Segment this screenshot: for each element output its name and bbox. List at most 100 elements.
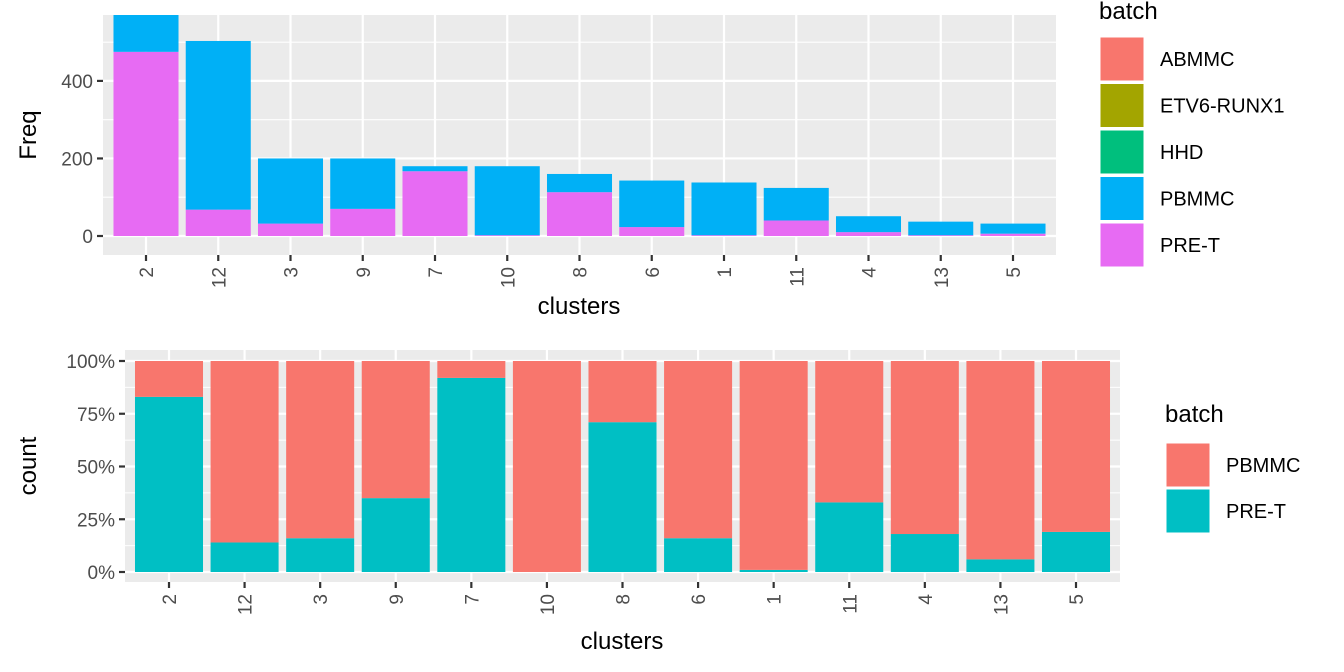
legend-label: HHD bbox=[1160, 142, 1203, 164]
bar-pre-t-3 bbox=[257, 223, 324, 236]
proportion-bars bbox=[134, 361, 1111, 572]
y-tick-label: 100% bbox=[66, 352, 115, 373]
x-tick-label: 9 bbox=[354, 267, 375, 278]
bar-pre-t-1 bbox=[739, 569, 808, 572]
x-tick-label: 12 bbox=[209, 267, 230, 288]
y-tick-label: 400 bbox=[61, 72, 93, 93]
freq-x-axis-title: clusters bbox=[538, 293, 621, 320]
bar-pre-t-8 bbox=[546, 192, 613, 236]
bar-pre-t-7 bbox=[402, 171, 468, 236]
x-tick-label: 3 bbox=[311, 594, 332, 605]
bar-pbmmc-3 bbox=[286, 361, 355, 539]
bar-pbmmc-4 bbox=[835, 216, 902, 233]
x-tick-label: 1 bbox=[765, 594, 786, 605]
bar-pbmmc-8 bbox=[546, 173, 613, 193]
x-tick-label: 11 bbox=[840, 594, 861, 614]
bar-pre-t-11 bbox=[815, 502, 884, 572]
y-tick-label: 0 bbox=[82, 227, 93, 248]
bar-pre-t-2 bbox=[134, 396, 204, 572]
legend-key-pre-t bbox=[1165, 488, 1211, 534]
proportion-x-axis: 2 12 3 9 7 10 8 6 1 11 4 13 5 bbox=[160, 582, 1088, 615]
bar-pre-t-10 bbox=[474, 235, 540, 236]
bar-pbmmc-5 bbox=[980, 223, 1046, 234]
y-tick-label: 75% bbox=[77, 405, 115, 426]
bar-pbmmc-2 bbox=[113, 15, 179, 52]
bar-pre-t-6 bbox=[619, 227, 685, 236]
bar-pbmmc-8 bbox=[588, 361, 657, 423]
bar-pbmmc-10 bbox=[512, 361, 581, 572]
bar-pbmmc-11 bbox=[763, 187, 829, 221]
bar-pbmmc-6 bbox=[664, 361, 733, 539]
bar-pre-t-12 bbox=[210, 542, 279, 572]
x-tick-label: 1 bbox=[715, 267, 736, 278]
x-tick-label: 2 bbox=[137, 267, 158, 278]
proportion-legend-title: batch bbox=[1165, 401, 1224, 428]
legend-label: PBMMC bbox=[1160, 189, 1234, 211]
bar-pbmmc-13 bbox=[908, 221, 974, 236]
bar-pbmmc-3 bbox=[257, 158, 324, 224]
bar-pbmmc-10 bbox=[474, 166, 540, 236]
y-tick-label: 25% bbox=[77, 510, 115, 531]
x-tick-label: 10 bbox=[538, 594, 559, 615]
bar-pre-t-12 bbox=[185, 209, 251, 236]
legend-key-pbmmc bbox=[1099, 176, 1145, 221]
x-tick-label: 12 bbox=[236, 594, 257, 615]
x-tick-label: 5 bbox=[1004, 267, 1025, 278]
bar-pbmmc-7 bbox=[402, 166, 468, 172]
bar-pre-t-6 bbox=[664, 538, 733, 572]
bar-pre-t-1 bbox=[691, 235, 757, 236]
legend-key-pbmmc bbox=[1165, 442, 1211, 488]
bar-pre-t-8 bbox=[588, 422, 657, 572]
x-tick-label: 8 bbox=[614, 594, 635, 605]
legend-label: PRE-T bbox=[1160, 235, 1220, 257]
x-tick-label: 4 bbox=[860, 267, 881, 278]
x-tick-label: 7 bbox=[426, 267, 447, 278]
x-tick-label: 13 bbox=[991, 594, 1012, 615]
x-tick-label: 2 bbox=[160, 594, 181, 605]
bar-pbmmc-4 bbox=[890, 361, 959, 535]
legend-label: PBMMC bbox=[1226, 455, 1300, 477]
bar-pbmmc-11 bbox=[815, 361, 884, 503]
proportion-chart: 0%25%50%75%100% 2 12 3 9 7 10 8 6 1 11 4 13 5 cluste… bbox=[15, 350, 1300, 655]
y-tick-label: 50% bbox=[77, 458, 115, 479]
bar-pbmmc-13 bbox=[966, 361, 1035, 560]
legend-label: ABMMC bbox=[1160, 49, 1234, 71]
bar-pbmmc-5 bbox=[1041, 361, 1111, 532]
bar-pre-t-4 bbox=[835, 232, 902, 236]
bar-pre-t-11 bbox=[763, 220, 829, 236]
x-tick-label: 10 bbox=[498, 267, 519, 288]
bar-pbmmc-1 bbox=[739, 361, 808, 570]
y-tick-label: 200 bbox=[61, 149, 93, 170]
bar-pre-t-9 bbox=[361, 498, 430, 572]
bar-pbmmc-1 bbox=[691, 182, 757, 236]
bar-pbmmc-2 bbox=[134, 361, 204, 397]
bar-pre-t-3 bbox=[286, 538, 355, 572]
bar-pre-t-4 bbox=[890, 534, 959, 572]
freq-x-axis: 2 12 3 9 7 10 8 6 1 11 4 13 5 bbox=[137, 255, 1025, 288]
legend-key-hhd bbox=[1099, 129, 1145, 175]
proportion-legend: batch PBMMC PRE-T bbox=[1165, 401, 1300, 534]
x-tick-label: 5 bbox=[1067, 594, 1088, 605]
bar-pbmmc-12 bbox=[210, 361, 279, 543]
legend-key-abmmc bbox=[1099, 36, 1145, 82]
x-tick-label: 6 bbox=[643, 267, 664, 278]
legend-key-pre-t bbox=[1099, 222, 1145, 268]
x-tick-label: 3 bbox=[282, 267, 303, 278]
y-tick-label: 0% bbox=[88, 563, 116, 584]
bar-pre-t-9 bbox=[330, 208, 396, 236]
bar-pre-t-7 bbox=[437, 377, 506, 572]
x-tick-label: 7 bbox=[462, 594, 483, 605]
legend-key-etv6-runx1 bbox=[1099, 83, 1145, 128]
bar-pbmmc-9 bbox=[330, 158, 396, 209]
freq-y-axis-title: Freq bbox=[15, 110, 42, 159]
bar-pbmmc-12 bbox=[185, 40, 251, 210]
proportion-y-axis-title: count bbox=[15, 436, 42, 495]
bar-pbmmc-6 bbox=[619, 180, 685, 228]
bar-pbmmc-7 bbox=[437, 361, 506, 378]
proportion-y-axis: 0% 25% 50% 75% 100% bbox=[66, 352, 125, 584]
proportion-x-axis-title: clusters bbox=[581, 628, 664, 655]
x-tick-label: 13 bbox=[932, 267, 953, 288]
bar-pbmmc-9 bbox=[361, 361, 430, 499]
